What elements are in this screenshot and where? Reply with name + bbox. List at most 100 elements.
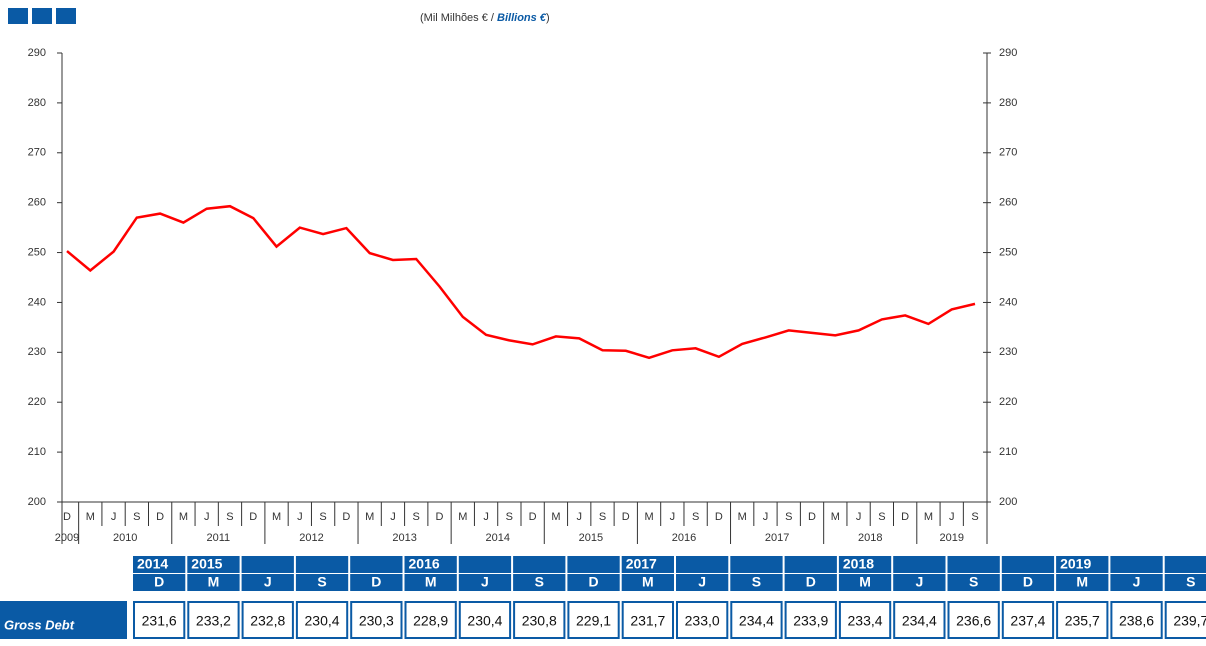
- x-year-label: 2019: [939, 532, 963, 544]
- quarter-cell: [567, 574, 620, 591]
- quarter-cell: [621, 574, 674, 591]
- title-en: Billions €: [497, 12, 547, 24]
- x-year-label: 2014: [485, 532, 509, 544]
- quarter-cell: [187, 574, 240, 591]
- value-cell: [1056, 601, 1109, 639]
- x-tick-label: J: [297, 511, 303, 523]
- year-cell: [133, 556, 186, 573]
- x-tick-label: S: [599, 511, 606, 523]
- x-tick-label: D: [901, 511, 909, 523]
- x-tick-label: M: [738, 511, 747, 523]
- quarter-label: S: [752, 574, 761, 590]
- value-label: 233,4: [848, 613, 883, 629]
- value-cell: [893, 601, 946, 639]
- value-label: 233,9: [793, 613, 828, 629]
- quarter-label: S: [535, 574, 544, 590]
- y-tick-label: 240: [28, 296, 46, 308]
- value-cell: [513, 601, 566, 639]
- y-tick-label: 260: [28, 197, 46, 209]
- x-tick-label: J: [763, 511, 769, 523]
- value-label: 228,9: [413, 613, 448, 629]
- y2-tick-label: 260: [999, 197, 1017, 209]
- x-tick-label: M: [272, 511, 281, 523]
- value-cell: [1110, 601, 1163, 639]
- y2-tick-label: 200: [999, 496, 1017, 508]
- value-cell: [404, 601, 457, 639]
- quarter-label: J: [915, 574, 923, 590]
- y-tick-label: 270: [28, 147, 46, 159]
- year-cell: [838, 556, 892, 573]
- year-cell: [458, 556, 512, 573]
- x-tick-label: M: [365, 511, 374, 523]
- value-cell: [676, 601, 729, 639]
- chart-title: (Mil Milhões € / Billions €): [420, 12, 550, 24]
- value-label: 230,4: [467, 613, 502, 629]
- year-cell: [784, 556, 837, 573]
- quarter-cell: [730, 574, 783, 591]
- y-tick-label: 280: [28, 97, 46, 109]
- value-cell: [730, 601, 783, 639]
- quarter-label: M: [642, 574, 654, 590]
- value-cell: [187, 601, 240, 639]
- y-tick-label: 210: [28, 446, 46, 458]
- x-tick-label: D: [436, 511, 444, 523]
- year-cell: [187, 556, 240, 573]
- value-cell: [784, 601, 837, 639]
- x-tick-label: S: [319, 511, 326, 523]
- quarter-cell: [1164, 574, 1206, 591]
- x-tick-label: M: [924, 511, 933, 523]
- y2-tick-label: 220: [999, 396, 1017, 408]
- x-year-label: 2010: [113, 532, 137, 544]
- x-year-label: 2011: [207, 532, 231, 544]
- x-tick-label: J: [111, 511, 117, 523]
- year-cell: [676, 556, 729, 573]
- year-cell: [241, 556, 294, 573]
- quarter-cell: [838, 574, 892, 591]
- quarter-label: D: [154, 574, 164, 590]
- year-cell: [567, 556, 620, 573]
- y2-tick-label: 240: [999, 296, 1017, 308]
- y-tick-label: 250: [28, 246, 46, 258]
- year-cell: [1001, 556, 1055, 573]
- y2-tick-label: 280: [999, 97, 1017, 109]
- year-cell: [947, 556, 1000, 573]
- value-label: 239,7: [1173, 613, 1206, 629]
- row-header-label: Gross Debt: [4, 617, 75, 632]
- value-cell: [838, 601, 892, 639]
- year-cell: [350, 556, 403, 573]
- row-header: [0, 601, 127, 639]
- y-tick-label: 200: [28, 496, 46, 508]
- quarter-cell: [1001, 574, 1055, 591]
- quarter-label: D: [1023, 574, 1033, 590]
- title-end: ): [546, 12, 550, 24]
- y2-tick-label: 270: [999, 147, 1017, 159]
- quarter-label: M: [425, 574, 437, 590]
- logo-block: [56, 8, 76, 24]
- logo-block: [8, 8, 28, 24]
- x-tick-label: D: [529, 511, 537, 523]
- x-tick-label: D: [63, 511, 71, 523]
- value-label: 231,6: [142, 613, 177, 629]
- quarter-cell: [458, 574, 512, 591]
- year-cell: [295, 556, 349, 573]
- quarter-label: S: [969, 574, 978, 590]
- quarter-cell: [404, 574, 457, 591]
- x-tick-label: J: [576, 511, 582, 523]
- value-label: 234,4: [902, 613, 937, 629]
- x-tick-label: S: [413, 511, 420, 523]
- value-cell: [133, 601, 186, 639]
- value-label: 230,4: [305, 613, 340, 629]
- x-tick-label: J: [204, 511, 210, 523]
- line-series: [66, 204, 976, 360]
- quarter-label: S: [1186, 574, 1195, 590]
- y2-tick-label: 290: [999, 47, 1017, 59]
- x-year-label: 2016: [672, 532, 696, 544]
- y-tick-label: 290: [28, 47, 46, 59]
- value-cell: [241, 601, 294, 639]
- quarter-label: J: [1133, 574, 1141, 590]
- x-tick-label: S: [133, 511, 140, 523]
- year-label: 2017: [626, 556, 657, 572]
- value-label: 230,8: [522, 613, 557, 629]
- year-cell: [1164, 556, 1206, 573]
